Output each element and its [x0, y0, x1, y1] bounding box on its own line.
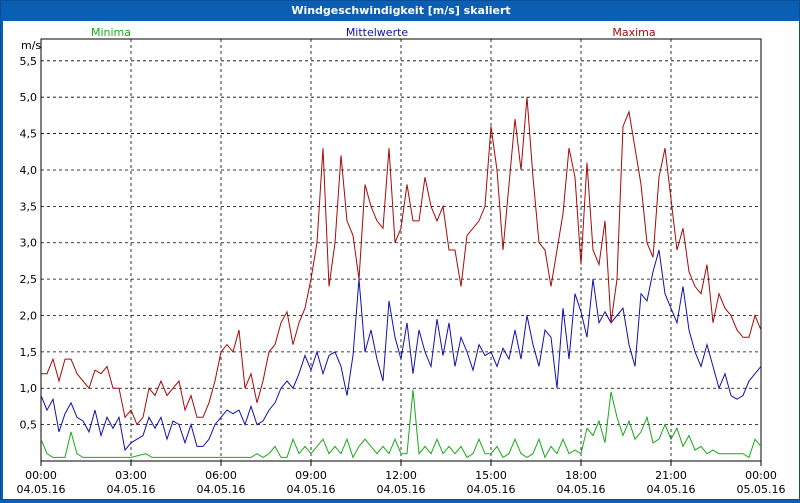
- y-tick-label: 2,0: [20, 309, 38, 322]
- series-line-maxima: [41, 97, 761, 426]
- x-tick-date: 04.05.16: [17, 483, 66, 496]
- x-tick-date: 04.05.16: [287, 483, 336, 496]
- y-tick-label: 1,5: [20, 346, 38, 359]
- x-tick-time: 03:00: [115, 469, 147, 482]
- y-tick-label: 1,0: [20, 382, 38, 395]
- y-tick-label: 2,5: [20, 273, 38, 286]
- chart-svg: 0,51,01,52,02,53,03,54,04,55,05,500:0004…: [17, 26, 786, 496]
- y-tick-label: 5,0: [20, 91, 38, 104]
- legend-minima: Minima: [91, 26, 131, 39]
- series-line-minima: [41, 389, 761, 459]
- x-tick-time: 21:00: [655, 469, 687, 482]
- y-tick-label: 3,0: [20, 237, 38, 250]
- legend-mittelwerte: Mittelwerte: [346, 26, 409, 39]
- x-tick-date: 05.05.16: [737, 483, 786, 496]
- x-tick-date: 04.05.16: [107, 483, 156, 496]
- x-tick-time: 00:00: [745, 469, 777, 482]
- x-tick-time: 06:00: [205, 469, 237, 482]
- x-tick-date: 04.05.16: [377, 483, 426, 496]
- y-tick-label: 0,5: [20, 419, 38, 432]
- y-tick-label: 5,5: [20, 55, 38, 68]
- y-tick-label: 3,5: [20, 200, 38, 213]
- x-tick-date: 04.05.16: [467, 483, 516, 496]
- y-axis-label: m/s: [21, 39, 41, 52]
- series-line-mittelwerte: [41, 249, 761, 452]
- x-tick-date: 04.05.16: [197, 483, 246, 496]
- x-tick-time: 09:00: [295, 469, 327, 482]
- y-tick-label: 4,0: [20, 164, 38, 177]
- x-tick-date: 04.05.16: [647, 483, 696, 496]
- plot-panel: 0,5 1,0 1,5 2,0 2,5 3,0 3,5 4,0 4,5 5,0 5,5 00:00 04…: [3, 21, 799, 499]
- x-tick-time: 18:00: [565, 469, 597, 482]
- x-tick-time: 15:00: [475, 469, 507, 482]
- legend-maxima: Maxima: [612, 26, 655, 39]
- x-tick-time: 00:00: [25, 469, 57, 482]
- y-tick-label: 4,5: [20, 128, 38, 141]
- x-tick-time: 12:00: [385, 469, 417, 482]
- chart-title: Windgeschwindigkeit [m/s] skaliert: [291, 4, 511, 17]
- x-tick-date: 04.05.16: [557, 483, 606, 496]
